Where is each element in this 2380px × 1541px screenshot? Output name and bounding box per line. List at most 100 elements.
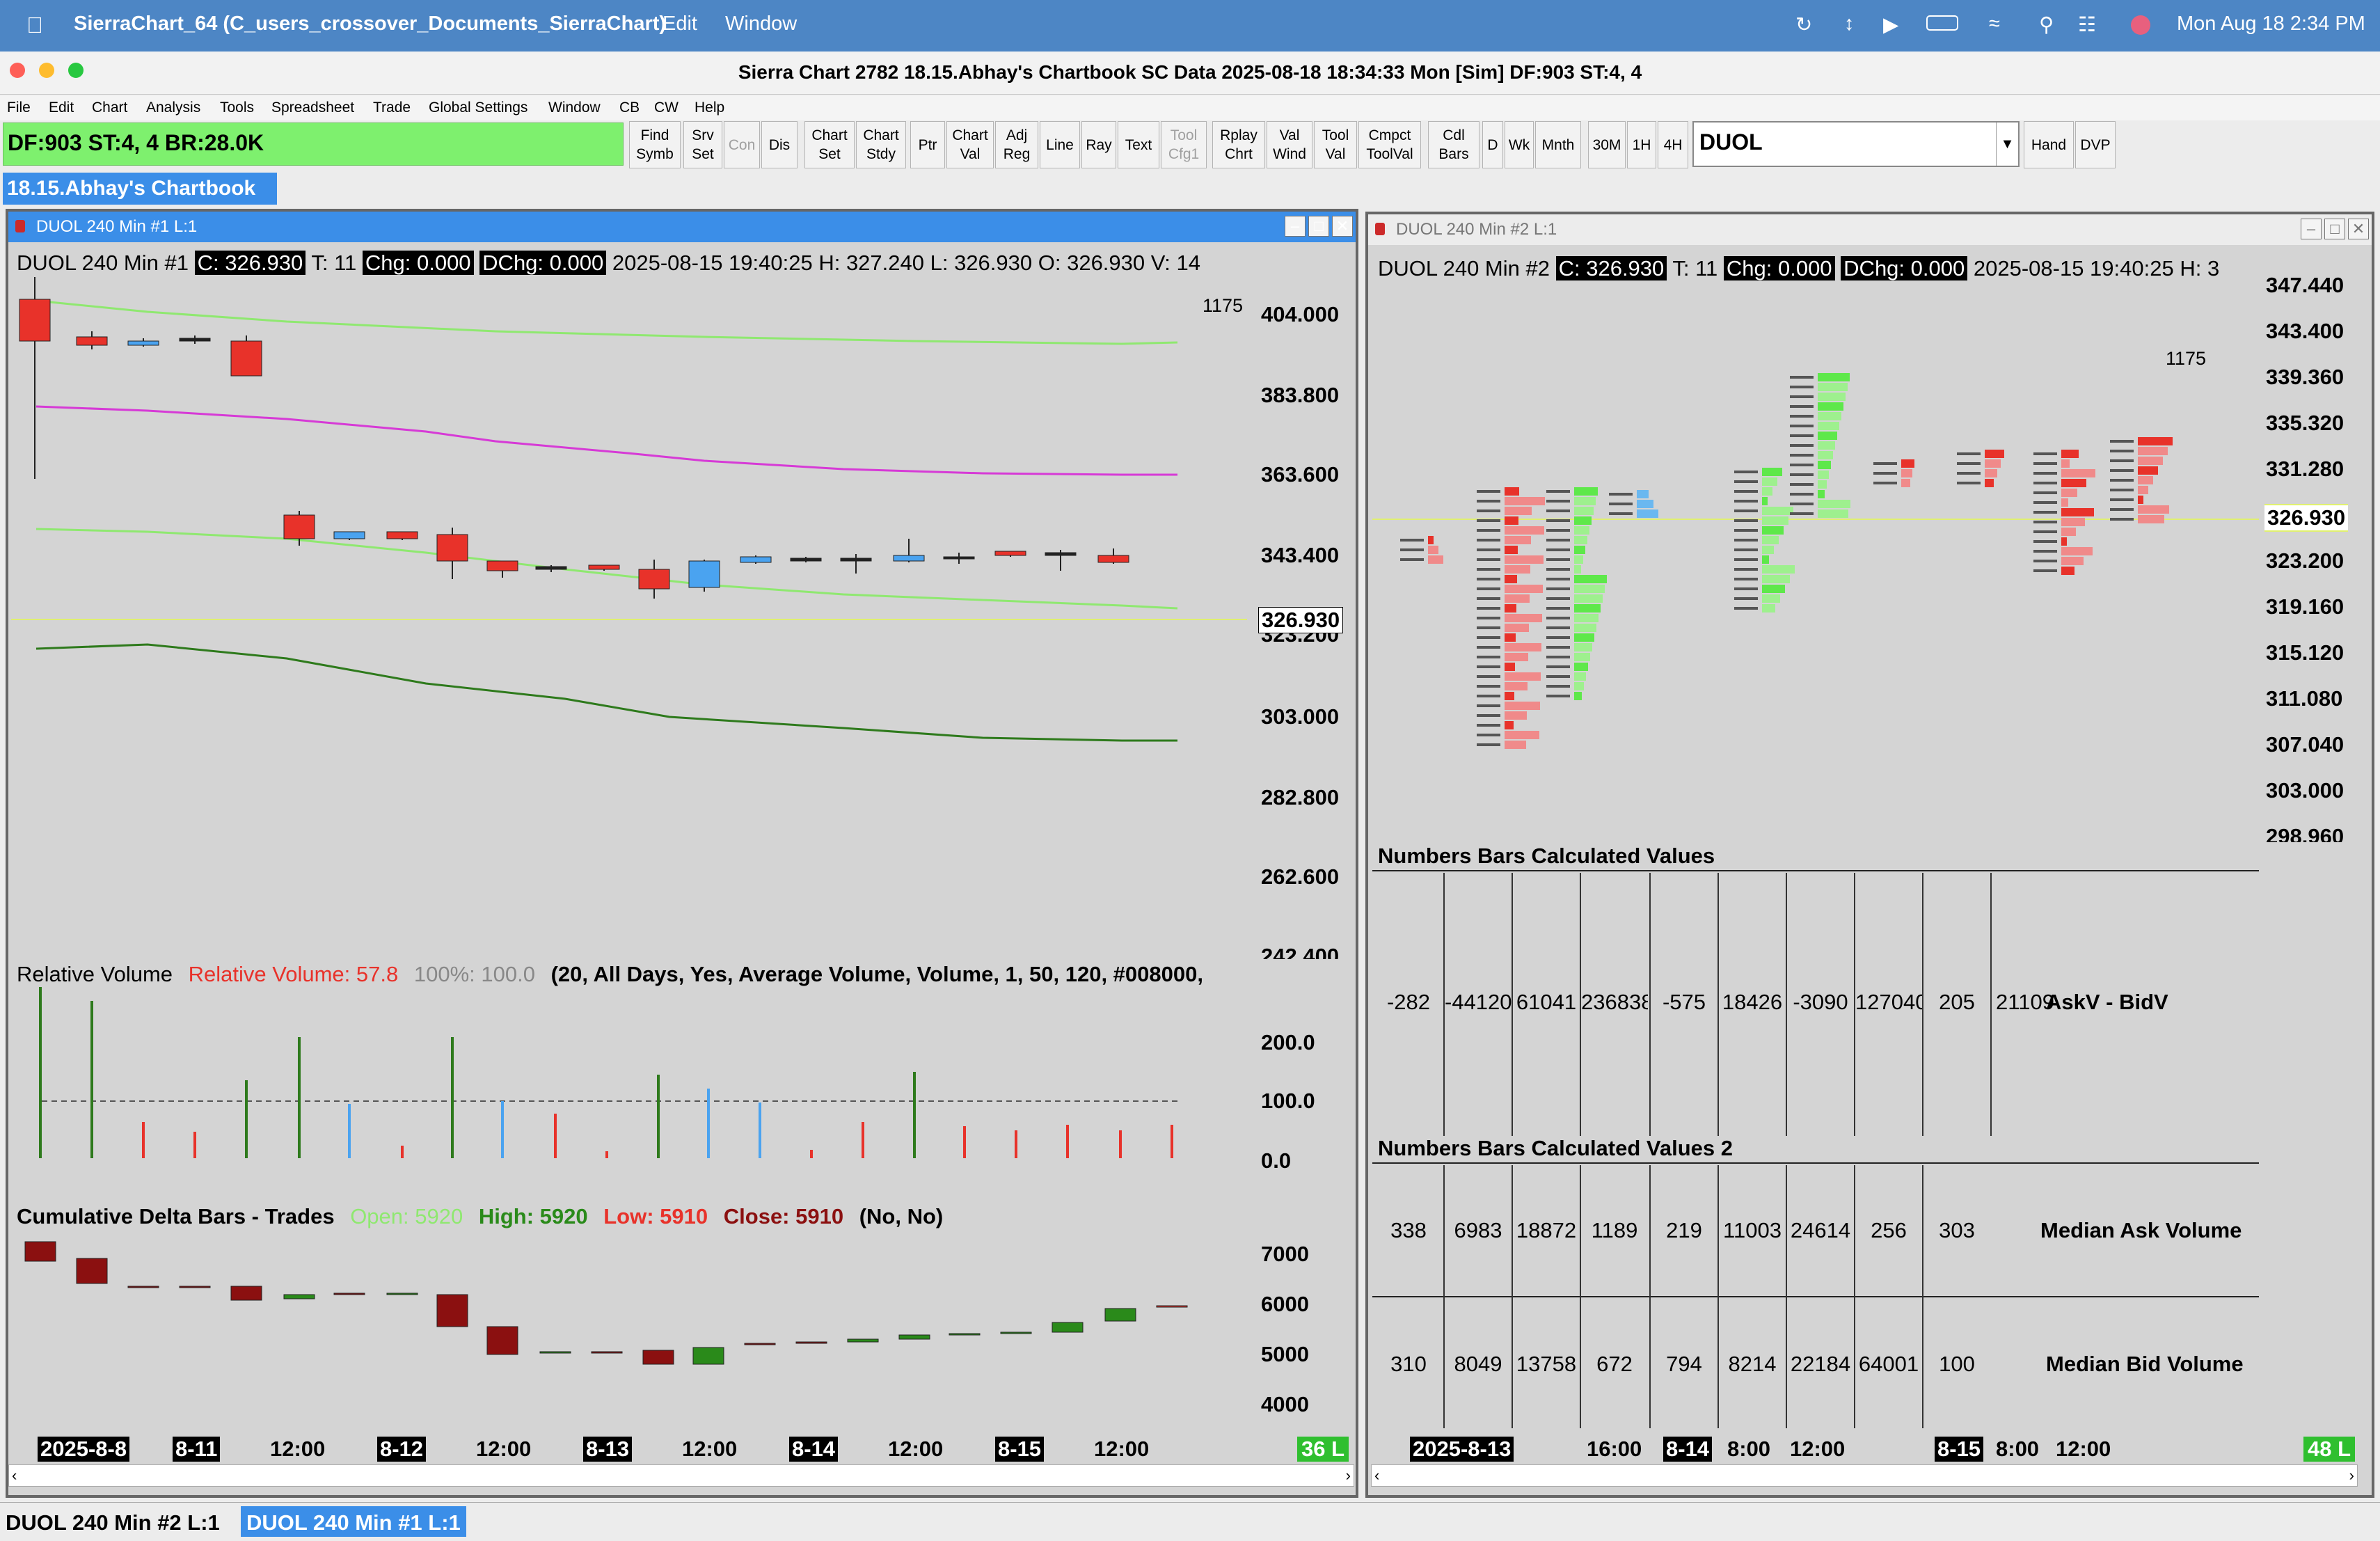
footprint-cell: [1762, 555, 1769, 564]
find-symbol-button[interactable]: Find Symb: [629, 121, 681, 168]
chart1-plot[interactable]: [8, 277, 1258, 1425]
scroll-right-icon[interactable]: ›: [2349, 1467, 2354, 1484]
menu-file[interactable]: File: [7, 100, 31, 116]
monthly-timeframe-button[interactable]: Mnth: [1535, 121, 1581, 168]
menu-global-settings[interactable]: Global Settings: [429, 100, 528, 116]
footprint-text-placeholder: [1790, 405, 1814, 408]
close-icon[interactable]: ✕: [1332, 216, 1353, 237]
arrows-icon[interactable]: ↕: [1844, 13, 1855, 35]
4h-timeframe-button[interactable]: 4H: [1658, 121, 1688, 168]
maximize-icon[interactable]: □: [1308, 216, 1329, 237]
app-name[interactable]: SierraChart_64 (C_users_crossover_Docume…: [74, 13, 667, 35]
1h-timeframe-button[interactable]: 1H: [1627, 121, 1656, 168]
scroll-left-icon[interactable]: ‹: [12, 1467, 17, 1484]
chart-settings-button[interactable]: Chart Set: [804, 121, 855, 168]
control-center-icon[interactable]: ☷: [2078, 14, 2096, 36]
date-axis-label: 8-14: [789, 1437, 839, 1462]
chart-values-tool-button[interactable]: Chart Val: [946, 121, 994, 168]
zoom-window-button[interactable]: [68, 63, 84, 78]
footprint-cell: [1505, 672, 1541, 681]
minimize-icon[interactable]: –: [1285, 216, 1306, 237]
table-divider: [1372, 1296, 2259, 1297]
connect-button[interactable]: Con: [724, 121, 760, 168]
menu-spreadsheet[interactable]: Spreadsheet: [271, 100, 355, 116]
askv-bidv-cell: 18426: [1722, 990, 1783, 1014]
chart2-scrollbar[interactable]: ‹ ›: [1371, 1464, 2358, 1487]
askv-bidv-cell: 61041: [1516, 990, 1577, 1014]
footprint-cell: [2061, 459, 2070, 468]
last-price-marker: 326.930: [1258, 607, 1344, 633]
price-label: 404.000: [1261, 302, 1340, 326]
menu-cb[interactable]: CB: [619, 100, 640, 116]
menu-cw[interactable]: CW: [654, 100, 679, 116]
relvol-value: Relative Volume: 57.8: [188, 962, 399, 986]
chart2-window[interactable]: DUOL 240 Min #2 L:1 – □ ✕: [1365, 212, 2374, 1498]
candle-body: [127, 340, 159, 346]
mac-menu-window[interactable]: Window: [725, 13, 798, 35]
chevron-down-icon[interactable]: ▼: [1996, 123, 2018, 166]
values-window-button[interactable]: Val Wind: [1267, 121, 1312, 168]
menu-clock[interactable]: Mon Aug 18 2:34 PM: [2177, 13, 2365, 35]
footprint-cell: [1505, 507, 1532, 515]
menu-chart[interactable]: Chart: [92, 100, 128, 116]
footprint-cell: [1505, 604, 1516, 613]
line-tool-button[interactable]: Line: [1040, 121, 1080, 168]
footprint-text-placeholder: [1790, 444, 1814, 447]
maximize-icon[interactable]: □: [2324, 219, 2345, 239]
tab-chart2[interactable]: DUOL 240 Min #2 L:1: [6, 1510, 220, 1535]
menu-help[interactable]: Help: [695, 100, 725, 116]
footprint-text-placeholder: [1477, 578, 1500, 580]
sync-icon[interactable]: ↻: [1795, 14, 1813, 36]
minimize-icon[interactable]: –: [2301, 219, 2322, 239]
play-icon[interactable]: ▶: [1883, 14, 1899, 36]
30min-timeframe-button[interactable]: 30M: [1588, 121, 1626, 168]
symbol-selector[interactable]: DUOL ▼: [1692, 121, 2020, 167]
chart-studies-button[interactable]: Chart Stdy: [856, 121, 906, 168]
search-icon[interactable]: ⚲: [2039, 14, 2054, 36]
apple-icon[interactable]: : [26, 13, 43, 38]
daily-timeframe-button[interactable]: D: [1482, 121, 1503, 168]
footprint-cell: [1762, 507, 1793, 515]
menu-trade[interactable]: Trade: [373, 100, 411, 116]
minimize-window-button[interactable]: [39, 63, 54, 78]
tool-config-button[interactable]: Tool Cfg1: [1161, 121, 1207, 168]
text-tool-button[interactable]: Text: [1118, 121, 1159, 168]
disconnect-button[interactable]: Dis: [761, 121, 798, 168]
hand-tool-button[interactable]: Hand: [2024, 121, 2074, 168]
menu-tools[interactable]: Tools: [220, 100, 255, 116]
chartbook-tab[interactable]: 18.15.Abhay's Chartbook: [3, 173, 277, 205]
ray-tool-button[interactable]: Ray: [1081, 121, 1116, 168]
mac-menu-edit[interactable]: Edit: [663, 13, 697, 35]
footprint-cell: [1505, 536, 1531, 544]
scroll-left-icon[interactable]: ‹: [1374, 1467, 1380, 1484]
battery-icon[interactable]: [1926, 15, 1958, 31]
server-settings-button[interactable]: Srv Set: [683, 121, 722, 168]
delta-header: Cumulative Delta Bars - Trades Open: 592…: [17, 1204, 943, 1229]
dvp-button[interactable]: DVP: [2075, 121, 2116, 168]
candle-body: [840, 558, 872, 562]
compact-toolvalues-button[interactable]: Cmpct ToolVal: [1358, 121, 1421, 168]
candle-body: [386, 531, 418, 539]
scroll-right-icon[interactable]: ›: [1345, 1467, 1351, 1484]
price-label: 242.400: [1261, 944, 1340, 959]
weekly-timeframe-button[interactable]: Wk: [1505, 121, 1534, 168]
chart1-scrollbar[interactable]: ‹ ›: [8, 1464, 1354, 1487]
tool-values-button[interactable]: Tool Val: [1314, 121, 1357, 168]
menu-window[interactable]: Window: [548, 100, 601, 116]
close-window-button[interactable]: [10, 63, 25, 78]
footprint-cell: [1505, 497, 1545, 505]
adjust-region-button[interactable]: Adj Reg: [995, 121, 1038, 168]
close-icon[interactable]: ✕: [2348, 219, 2369, 239]
wifi-icon[interactable]: ≈: [1989, 13, 2000, 35]
table-column-divider: [1512, 1165, 1513, 1428]
pointer-tool-button[interactable]: Ptr: [910, 121, 945, 168]
date-axis-label: 8:00: [1727, 1437, 1771, 1461]
user-avatar-icon[interactable]: [2131, 15, 2150, 35]
tab-chart1[interactable]: DUOL 240 Min #1 L:1: [241, 1506, 466, 1537]
menu-analysis[interactable]: Analysis: [146, 100, 201, 116]
chart1-window[interactable]: DUOL 240 Min #1 L:1 – □ ✕: [6, 209, 1358, 1498]
replay-chart-button[interactable]: Rplay Chrt: [1212, 121, 1265, 168]
chart2-numbers-bars[interactable]: [1372, 278, 2259, 835]
menu-edit[interactable]: Edit: [49, 100, 74, 116]
candle-bars-button[interactable]: Cdl Bars: [1428, 121, 1479, 168]
